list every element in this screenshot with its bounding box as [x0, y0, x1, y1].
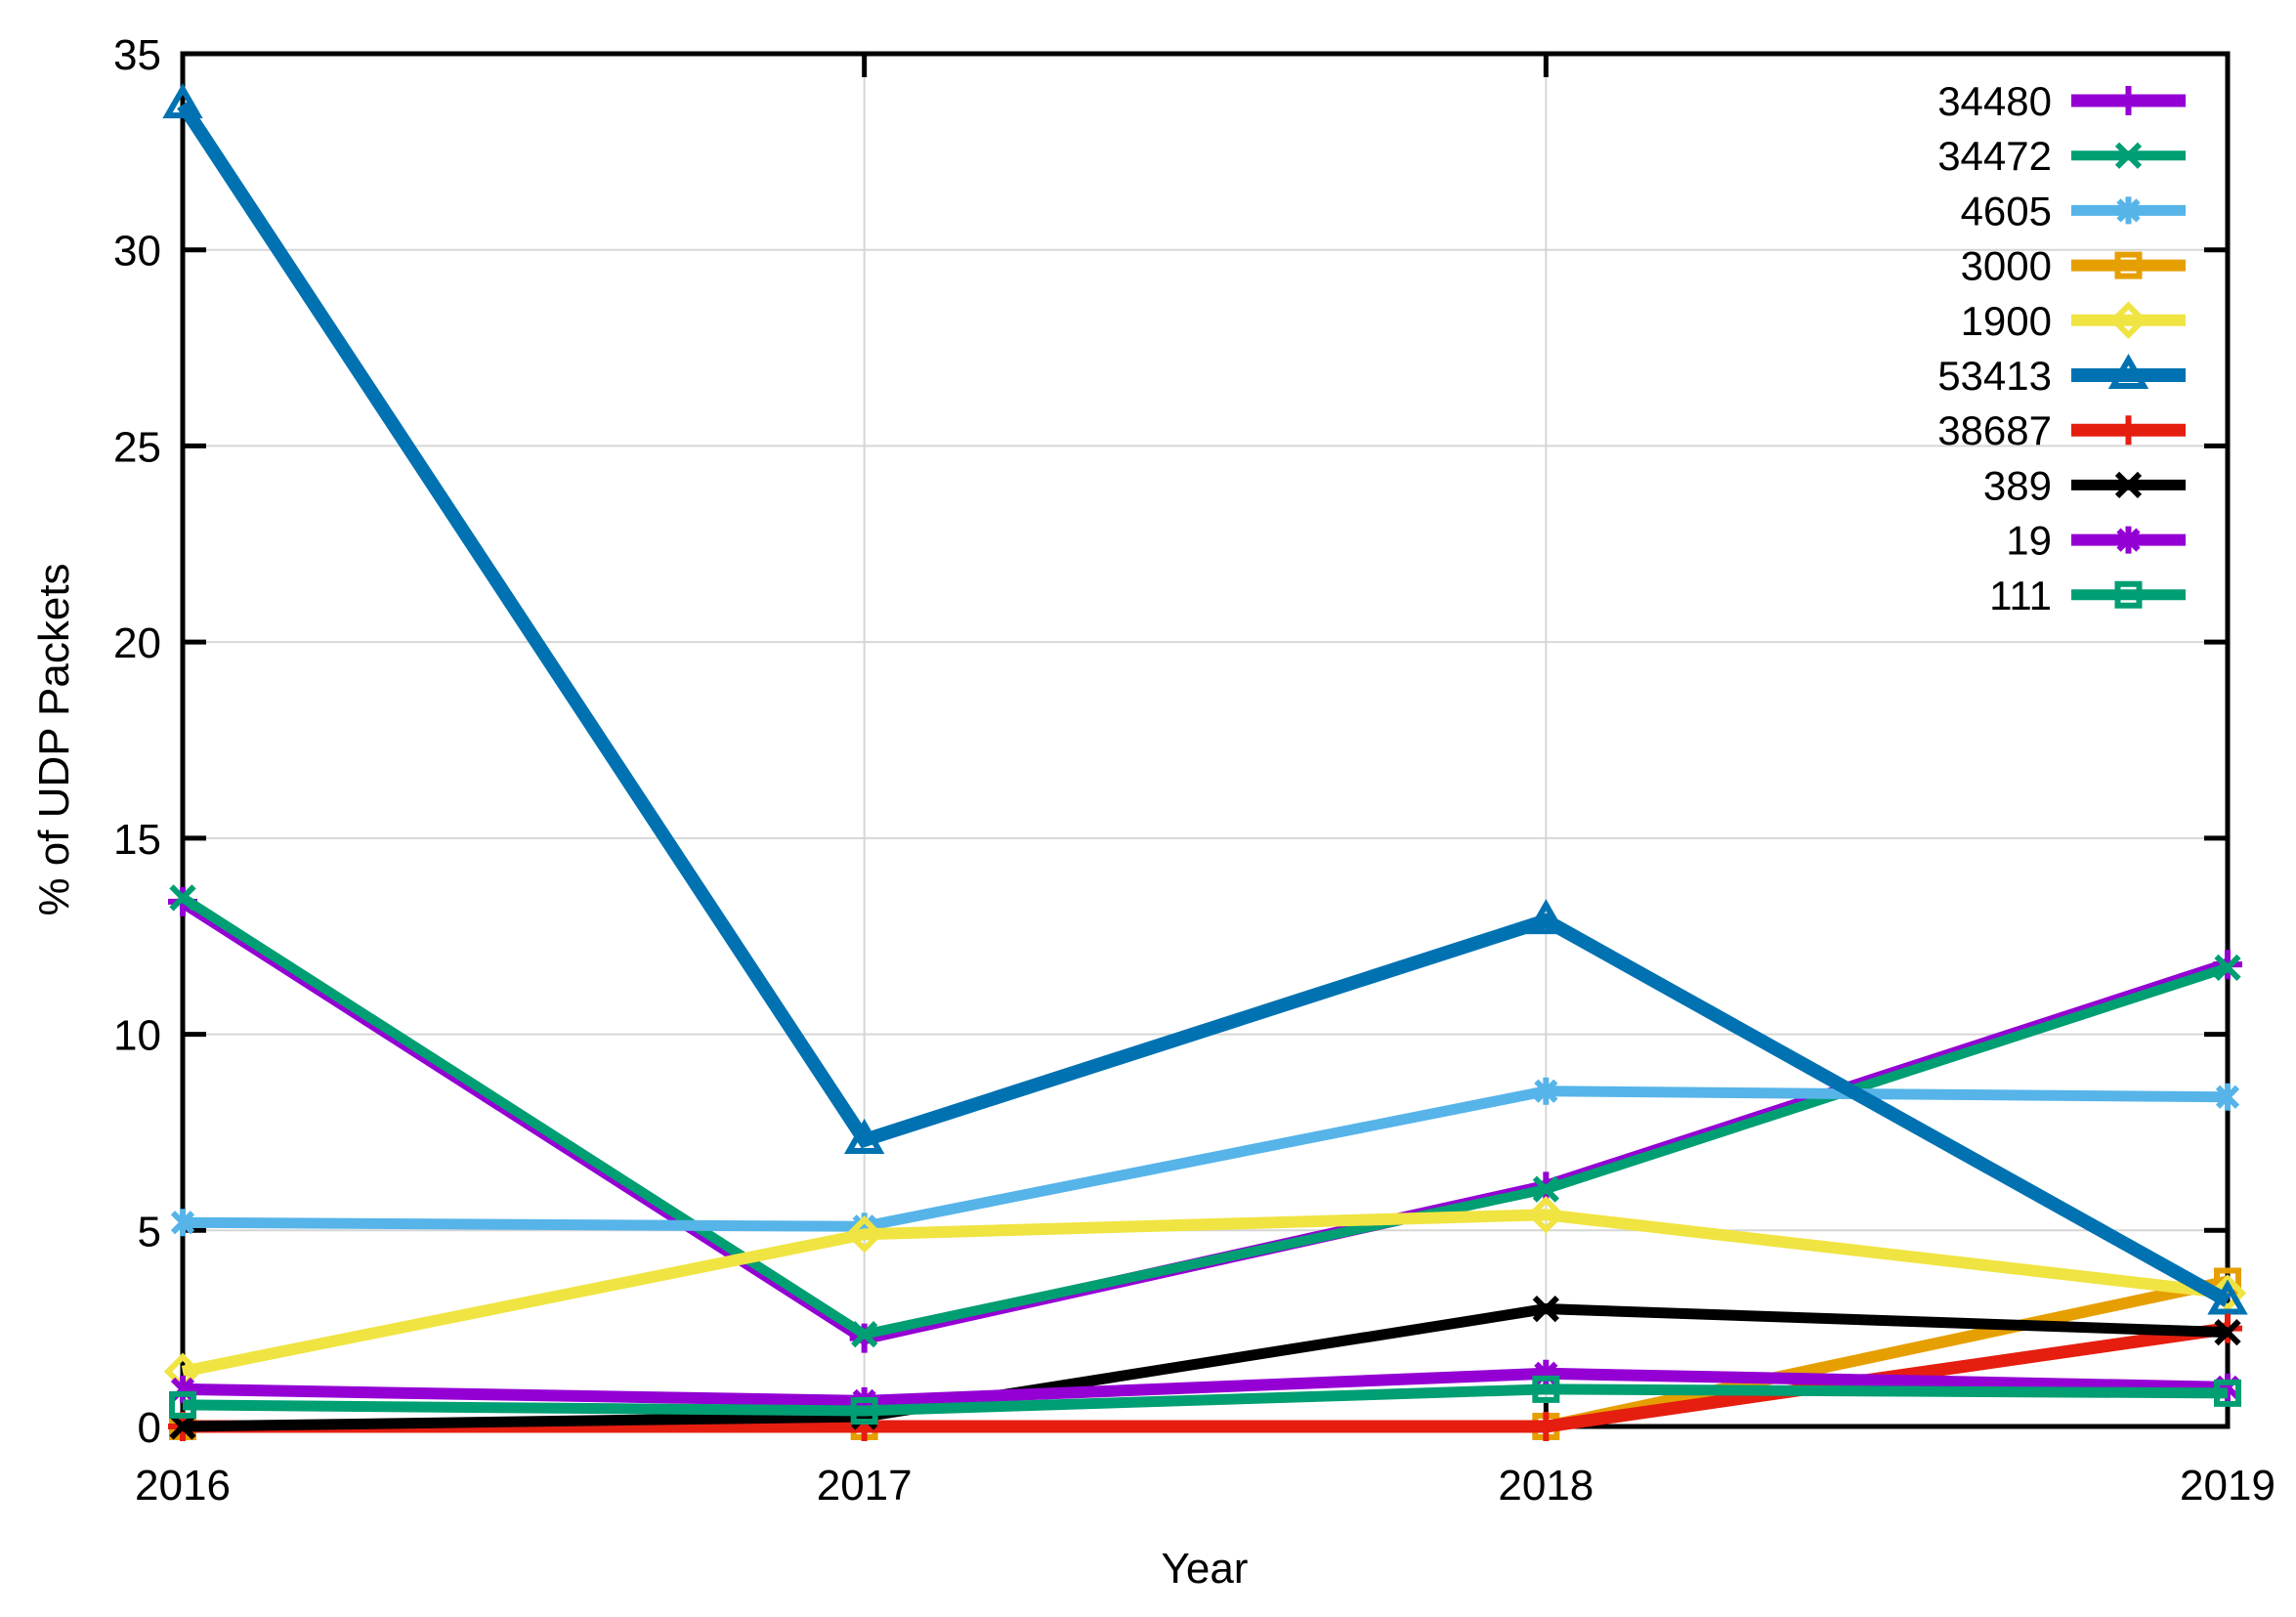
marker-389: [1532, 1295, 1559, 1323]
y-tick-label: 5: [138, 1208, 161, 1255]
marker-1900: [1527, 1195, 1565, 1234]
marker-111: [169, 1390, 196, 1419]
series-389: [169, 1295, 2241, 1440]
series-34480: [168, 886, 2242, 1353]
series-line-34480: [179, 896, 2231, 1345]
legend-entry-1900: 1900: [1961, 298, 2186, 344]
marker-111: [2214, 1379, 2241, 1407]
x-tick-label: 2018: [1498, 1462, 1594, 1510]
marker-4605: [170, 1209, 195, 1237]
marker-389: [2214, 1319, 2241, 1346]
legend-entry-389: 389: [1983, 462, 2186, 508]
marker-53413: [2207, 1279, 2248, 1315]
legend-marker-38687: [2113, 415, 2144, 446]
legend-marker-111: [2114, 580, 2143, 609]
series-line-53413: [177, 101, 2232, 1307]
marker-111: [850, 1396, 878, 1425]
x-tick-label: 2017: [817, 1462, 913, 1510]
series-53413: [162, 83, 2248, 1315]
grid-layer: [183, 54, 2228, 1426]
legend-marker-34480: [2113, 86, 2144, 115]
marker-1900: [845, 1215, 883, 1254]
legend-entry-19: 19: [2006, 518, 2186, 564]
series-line-1900: [181, 1209, 2229, 1378]
legend-label-34472: 34472: [1937, 133, 2052, 179]
y-tick-label: 10: [113, 1012, 161, 1060]
x-axis-title: Year: [1162, 1545, 1249, 1593]
x-tick-label: 2019: [2180, 1462, 2275, 1510]
y-tick-label: 15: [113, 816, 161, 864]
y-tick-label: 30: [113, 228, 161, 276]
marker-111: [1532, 1375, 1560, 1403]
series-line-4605: [182, 1085, 2229, 1232]
marker-4605: [1534, 1077, 1558, 1105]
series-line-389: [182, 1303, 2229, 1432]
series-line-111: [182, 1383, 2229, 1417]
legend-entry-111: 111: [1989, 573, 2186, 618]
legend-entry-53413: 53413: [1937, 353, 2186, 399]
y-tick-label: 35: [113, 31, 161, 79]
legend-entry-34480: 34480: [1937, 78, 2186, 124]
y-tick-label: 20: [113, 619, 161, 667]
legend-marker-1900: [2109, 301, 2147, 340]
marker-34472: [169, 884, 196, 912]
legend-entry-4605: 4605: [1961, 188, 2186, 234]
marker-34472: [851, 1321, 878, 1348]
legend-marker-3000: [2114, 251, 2143, 279]
legend-marker-34472: [2114, 142, 2143, 169]
x-tick-label: 2016: [135, 1462, 231, 1510]
legend-marker-19: [2116, 526, 2141, 554]
legend-entry-34472: 34472: [1937, 133, 2186, 179]
series-111: [169, 1375, 2241, 1425]
axis-layer: 0 5 10 15 20 25 30 35 2016 2017 2018 2019: [113, 31, 2275, 1510]
series-4605: [170, 1077, 2240, 1241]
y-axis-title: % of UDP Packets: [30, 563, 78, 915]
legend-marker-389: [2114, 471, 2143, 499]
marker-53413: [162, 83, 203, 119]
legend-label-389: 389: [1983, 462, 2052, 508]
legend-entry-38687: 38687: [1937, 407, 2186, 453]
legend-label-38687: 38687: [1937, 407, 2052, 453]
marker-34472: [1532, 1175, 1559, 1203]
legend-label-1900: 1900: [1961, 298, 2052, 344]
marker-4605: [2215, 1083, 2240, 1111]
marker-389: [169, 1413, 196, 1440]
series-34472: [169, 884, 2241, 1348]
marker-53413: [843, 1118, 885, 1154]
series-line-19: [182, 1367, 2229, 1407]
legend-label-34480: 34480: [1937, 78, 2052, 124]
series-layer: [162, 83, 2248, 1441]
legend-label-19: 19: [2006, 518, 2052, 564]
legend-label-4605: 4605: [1961, 188, 2052, 234]
y-tick-label: 0: [138, 1404, 161, 1452]
series-line-34472: [180, 893, 2230, 1340]
legend-label-3000: 3000: [1961, 243, 2052, 289]
marker-34472: [2214, 954, 2241, 981]
marker-38687: [1531, 1412, 1561, 1441]
legend-label-111: 111: [1989, 573, 2052, 618]
marker-53413: [1525, 899, 1567, 935]
legend-marker-53413: [2107, 353, 2149, 389]
legend-marker-4605: [2116, 196, 2141, 225]
legend-label-53413: 53413: [1937, 353, 2052, 399]
legend-entry-3000: 3000: [1961, 243, 2186, 289]
y-tick-label: 25: [113, 423, 161, 471]
legend-layer: 34480 34472 4605 3000 1900 53413 38687 389 19 111: [1937, 78, 2186, 618]
